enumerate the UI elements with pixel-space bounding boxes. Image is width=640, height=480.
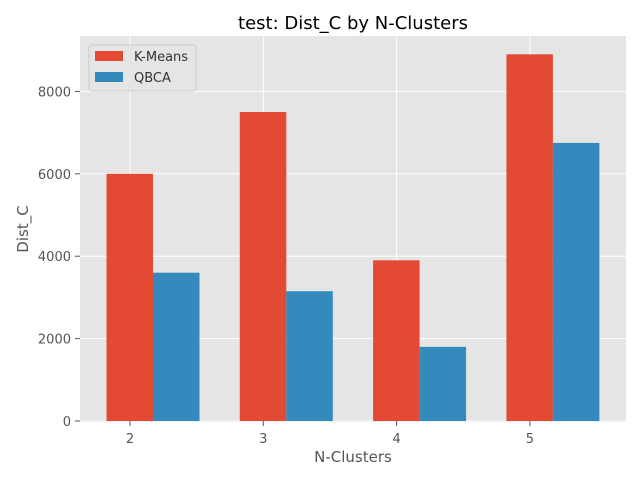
legend: K-Means QBCA (88, 44, 197, 92)
x-ticks: 2 3 4 5 (126, 421, 534, 447)
legend-swatch-qbca (95, 72, 123, 82)
legend-label-kmeans: K-Means (134, 50, 188, 65)
legend-label-qbca: QBCA (134, 71, 171, 86)
y-tick-label: 8000 (38, 85, 71, 100)
y-tick-label: 6000 (38, 168, 71, 183)
bar-k-means-3 (239, 112, 287, 422)
bars (106, 54, 600, 422)
bar-k-means-2 (106, 173, 153, 421)
x-tick-label: 2 (126, 432, 134, 447)
x-tick-label: 5 (526, 432, 534, 447)
x-axis-label: N-Clusters (314, 448, 392, 466)
bar-k-means-5 (506, 54, 553, 421)
y-tick-label: 2000 (38, 333, 71, 348)
y-axis-label: Dist_C (14, 205, 33, 252)
x-tick-label: 3 (259, 432, 267, 447)
bar-k-means-4 (373, 260, 420, 421)
y-ticks: 0 2000 4000 6000 8000 (38, 85, 80, 430)
y-tick-label: 4000 (38, 250, 71, 265)
bar-qbca-2 (153, 272, 200, 421)
x-tick-label: 4 (392, 432, 400, 447)
legend-swatch-kmeans (95, 51, 123, 61)
bar-qbca-4 (419, 346, 467, 421)
y-tick-label: 0 (63, 415, 71, 430)
chart-title: test: Dist_C by N-Clusters (238, 13, 468, 34)
bar-qbca-3 (286, 291, 333, 421)
bar-qbca-5 (552, 142, 600, 422)
